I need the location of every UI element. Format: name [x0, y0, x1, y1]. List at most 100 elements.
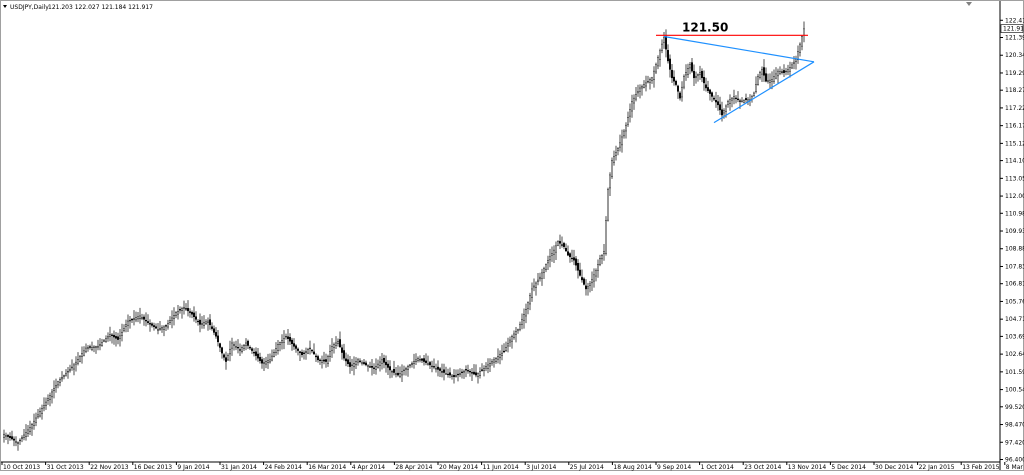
candle-body [210, 326, 213, 329]
candle-body [57, 381, 60, 386]
candle-body [477, 373, 480, 377]
candle-body [66, 371, 69, 373]
candle-body [98, 344, 101, 346]
candle-body [158, 328, 161, 330]
candle-body [701, 70, 704, 79]
candle-body [699, 72, 702, 76]
candle-body [595, 270, 598, 277]
candle-body [349, 362, 352, 367]
candle-body [603, 251, 606, 255]
candle-body [68, 368, 71, 372]
candle-body [4, 435, 7, 437]
candle-body [281, 340, 284, 344]
candle-body [457, 373, 460, 376]
candle-body [615, 152, 618, 156]
candle-body [527, 302, 530, 309]
candle-body [41, 408, 44, 414]
candle-body [319, 359, 322, 361]
candle-body [70, 366, 73, 369]
candle-body [443, 369, 446, 373]
candle-body [571, 257, 574, 260]
candle-body [521, 319, 524, 325]
time-tick-label: 24 Feb 2014 [265, 464, 303, 471]
candle-body [337, 341, 340, 344]
candle-body [797, 51, 800, 61]
candle-body [39, 411, 42, 417]
candle-body [267, 360, 270, 363]
candle-body [212, 328, 215, 333]
candle-body [51, 391, 54, 398]
triangle-upper-trendline[interactable] [663, 35, 815, 63]
candle-body [176, 311, 179, 315]
candle-body [525, 309, 528, 317]
candle-body [509, 339, 512, 343]
candle-body [399, 373, 402, 377]
price-tick-label: 102.640 [1005, 351, 1024, 358]
candle-body [218, 343, 221, 348]
candle-body [551, 253, 554, 256]
price-tick-label: 96.400 [1005, 456, 1024, 463]
price-tick-label: 109.930 [1005, 228, 1024, 235]
time-tick-label: 4 Apr 2014 [352, 464, 385, 471]
candle-body [773, 76, 776, 82]
candle-body [72, 364, 75, 370]
candle-body [447, 373, 450, 376]
candle-body [435, 368, 438, 370]
candle-body [485, 366, 488, 369]
candle-body [787, 69, 790, 73]
candle-body [317, 356, 320, 361]
candle-body [567, 251, 570, 256]
candle-body [375, 365, 378, 370]
candle-body [289, 337, 292, 342]
candle-body [357, 359, 360, 363]
time-tick-label: 25 Jul 2014 [570, 464, 604, 471]
candle-body [27, 429, 30, 434]
candle-body [104, 338, 107, 342]
candle-body [277, 344, 280, 351]
symbol-label: USDJPY,Daily [10, 4, 49, 11]
price-axis: 122.410 121.390 120.340 119.290 118.270 117.2… [1000, 17, 1024, 463]
candle-body [311, 349, 314, 352]
candle-body [198, 319, 201, 325]
candle-body [463, 370, 466, 373]
candle-body [389, 366, 392, 371]
price-tick-label: 119.290 [1005, 70, 1024, 77]
price-tick-label: 115.120 [1005, 140, 1024, 147]
candle-body [363, 362, 366, 364]
candle-body [200, 323, 203, 325]
price-tick-label: 110.980 [1005, 210, 1024, 217]
time-tick-label: 13 Feb 2015 [962, 464, 1000, 471]
candle-body [208, 319, 211, 326]
shift-marker-icon[interactable] [966, 2, 972, 6]
price-tick-label: 118.270 [1005, 87, 1024, 94]
price-tick-label: 98.470 [1005, 422, 1024, 429]
time-tick-label: 11 Jun 2014 [483, 464, 519, 471]
candle-body [563, 243, 566, 247]
candle-body [723, 110, 726, 114]
candle-body [565, 247, 568, 252]
candle-body [331, 346, 334, 351]
menu-arrow-icon[interactable] [3, 5, 7, 8]
candle-body [250, 348, 253, 351]
candle-body [61, 377, 64, 380]
candle-body [775, 73, 778, 79]
candle-body [206, 320, 209, 323]
candle-body [789, 67, 792, 72]
candle-body [377, 363, 380, 368]
candle-body [64, 373, 67, 376]
candle-body [553, 249, 556, 255]
candle-body [341, 347, 344, 353]
time-tick-label: 22 Jan 2015 [919, 464, 955, 471]
time-tick-label: 9 Sep 2014 [657, 464, 691, 471]
candle-body [152, 325, 155, 327]
candle-body [757, 75, 760, 85]
triangle-lower-trendline[interactable] [713, 61, 815, 124]
candle-body [220, 347, 223, 354]
candle-body [523, 314, 526, 321]
candle-body [188, 311, 191, 313]
candle-body [591, 279, 594, 284]
candle-body [309, 347, 312, 350]
candle-body [471, 372, 474, 374]
